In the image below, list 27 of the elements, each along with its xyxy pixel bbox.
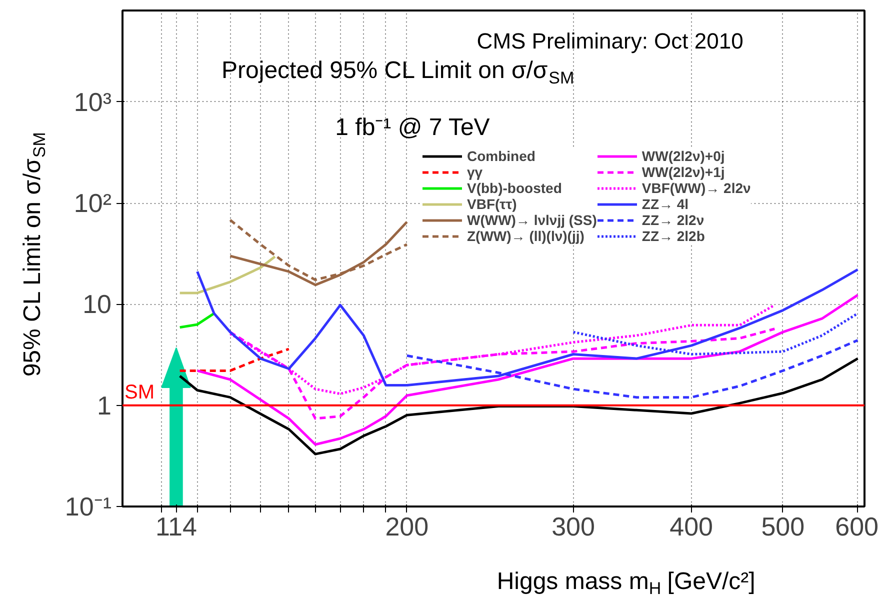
y-tick-label: 1 — [97, 390, 112, 420]
y-axis-title: 95% CL Limit on σ/σSM — [19, 132, 50, 377]
x-tick-label: 200 — [385, 512, 429, 542]
legend-label: VBF(ττ) — [467, 196, 517, 212]
annotation: CMS Preliminary: Oct 2010 — [476, 28, 744, 54]
x-tick-label: 500 — [761, 512, 805, 542]
legend-label: Z(WW)→ (ll)(lν)(jj) — [467, 228, 584, 244]
legend-label: ZZ→ 4l — [642, 196, 689, 212]
x-tick-label: 300 — [552, 512, 595, 542]
x-tick-label: 114 — [156, 512, 197, 542]
y-tick-label: 10² — [74, 188, 112, 218]
legend-label: ZZ→ 2l2ν — [642, 212, 704, 228]
y-tick-label: 10 — [82, 289, 112, 320]
y-tick-label: 10³ — [74, 86, 112, 117]
x-tick-label: 600 — [835, 512, 878, 542]
legend-label: γγ — [467, 164, 484, 180]
x-tick-label: 400 — [670, 512, 714, 542]
legend-label: Combined — [467, 148, 536, 164]
ref-line-label: SM — [124, 381, 154, 404]
y-tick-label: 10⁻¹ — [64, 492, 112, 522]
legend-label: W(WW)→ lνlνjj (SS) — [467, 212, 597, 228]
legend-label: V(bb)-boosted — [467, 180, 562, 196]
legend-label: ZZ→ 2l2b — [642, 228, 705, 244]
legend-label: WW(2l2ν)+0j — [642, 148, 725, 164]
legend-label: VBF(WW)→ 2l2ν — [642, 180, 751, 196]
annotation: 1 fb⁻¹ @ 7 TeV — [335, 114, 490, 142]
legend-label: WW(2l2ν)+1j — [642, 164, 725, 180]
